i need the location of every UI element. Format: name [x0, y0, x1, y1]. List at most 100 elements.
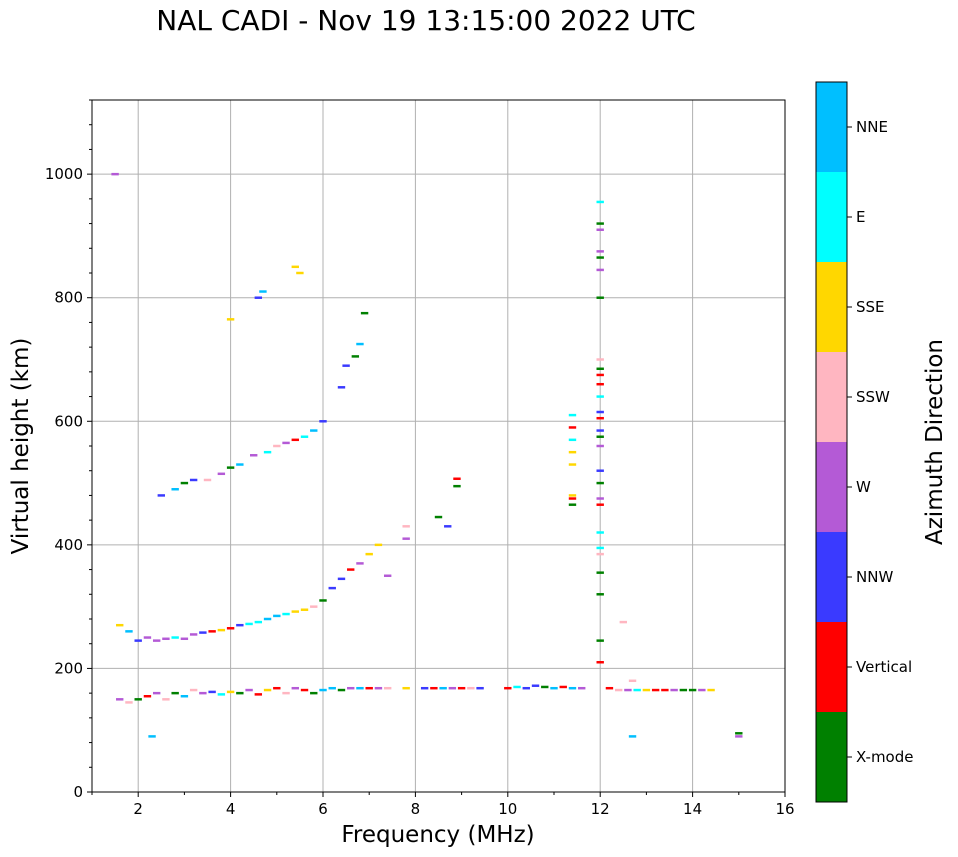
colorbar-segment [816, 82, 847, 172]
echo-point [208, 630, 216, 633]
echo-point [568, 494, 577, 497]
echo-point [226, 627, 235, 630]
echo-point [596, 531, 604, 534]
echo-point [259, 290, 267, 293]
echo-point [319, 599, 327, 602]
echo-point [263, 688, 272, 692]
colorbar-label: NNW [856, 568, 893, 586]
echo-point [116, 623, 124, 627]
echo-point [596, 410, 604, 414]
echo-point [735, 732, 743, 735]
echo-point [356, 342, 364, 346]
echo-point [670, 688, 678, 692]
echo-point [522, 686, 530, 690]
x-tick-label: 16 [775, 800, 794, 818]
echo-point [596, 222, 604, 225]
echo-point [614, 688, 623, 692]
echo-point [263, 617, 272, 621]
colorbar-label: W [856, 478, 871, 496]
colorbar-label: NNE [856, 118, 888, 136]
echo-point [596, 481, 604, 485]
y-tick-label: 0 [73, 783, 83, 801]
echo-point [245, 622, 253, 626]
echo-point [236, 691, 244, 695]
echo-point [356, 686, 364, 690]
echo-point [596, 469, 604, 472]
echo-point [596, 429, 604, 432]
colorbar-segment [816, 352, 847, 442]
echo-point [347, 568, 355, 571]
echo-point [300, 435, 309, 438]
echo-point [559, 685, 567, 689]
echo-point [578, 686, 586, 690]
echo-point [291, 265, 299, 269]
echo-point [476, 686, 484, 690]
echo-point [420, 686, 429, 690]
echo-point [217, 628, 226, 632]
echo-point [217, 472, 226, 476]
echo-point [291, 610, 299, 613]
echo-point [365, 686, 373, 690]
echo-point [633, 688, 641, 692]
echo-point [596, 435, 604, 438]
chart-title: NAL CADI - Nov 19 13:15:00 2022 UTC [156, 4, 696, 37]
echo-point [596, 571, 604, 574]
echo-point [596, 228, 604, 231]
echo-point [568, 438, 577, 442]
echo-point [300, 688, 309, 692]
x-tick-label: 4 [226, 800, 236, 818]
echo-point [568, 463, 577, 466]
echo-point [310, 429, 318, 432]
echo-point [374, 543, 383, 547]
colorbar-segment [816, 262, 847, 352]
echo-point [189, 633, 198, 636]
colorbar-segment [816, 712, 847, 802]
colorbar-label: E [856, 208, 865, 226]
echo-point [337, 577, 346, 581]
echo-point [217, 693, 226, 696]
echo-point [596, 373, 604, 377]
echo-point [444, 525, 452, 528]
echo-point [319, 688, 327, 692]
echo-point [568, 686, 577, 690]
echo-point [134, 639, 142, 642]
y-tick-label: 1000 [45, 165, 83, 183]
echo-point [596, 497, 604, 500]
echo-point [342, 364, 350, 367]
echo-point [735, 735, 743, 738]
y-tick-label: 800 [54, 289, 83, 307]
echo-point [596, 250, 604, 253]
echo-point [457, 686, 466, 690]
echo-point [162, 637, 170, 641]
x-tick-label: 12 [591, 800, 610, 818]
colorbar-segment [816, 172, 847, 262]
echo-point [152, 639, 161, 642]
colorbar-title: Azimuth Direction [922, 339, 948, 545]
echo-point [199, 691, 207, 695]
colorbar-label: Vertical [856, 658, 912, 676]
echo-point [688, 688, 697, 692]
echo-point [596, 661, 604, 664]
echo-point [624, 688, 632, 692]
echo-point [116, 698, 124, 701]
echo-point [596, 200, 604, 204]
echo-point [226, 318, 235, 321]
echo-point [250, 454, 258, 457]
echo-point [254, 296, 263, 299]
echo-point [541, 685, 549, 689]
y-axis-label: Virtual height (km) [8, 338, 34, 555]
y-axis-ticks: 0 200 400 600 800 1000 [45, 99, 92, 801]
echo-point [402, 686, 410, 690]
echo-point [157, 494, 165, 497]
echo-point [467, 686, 475, 690]
echo-point [596, 268, 604, 272]
echo-point [347, 686, 355, 690]
echo-point [180, 481, 189, 485]
grid-lines [92, 100, 785, 792]
echo-point [619, 620, 627, 624]
echo-point [568, 413, 577, 417]
echo-point [383, 574, 392, 577]
echo-point [596, 358, 604, 361]
echo-point [439, 686, 447, 690]
echo-point [226, 466, 235, 469]
